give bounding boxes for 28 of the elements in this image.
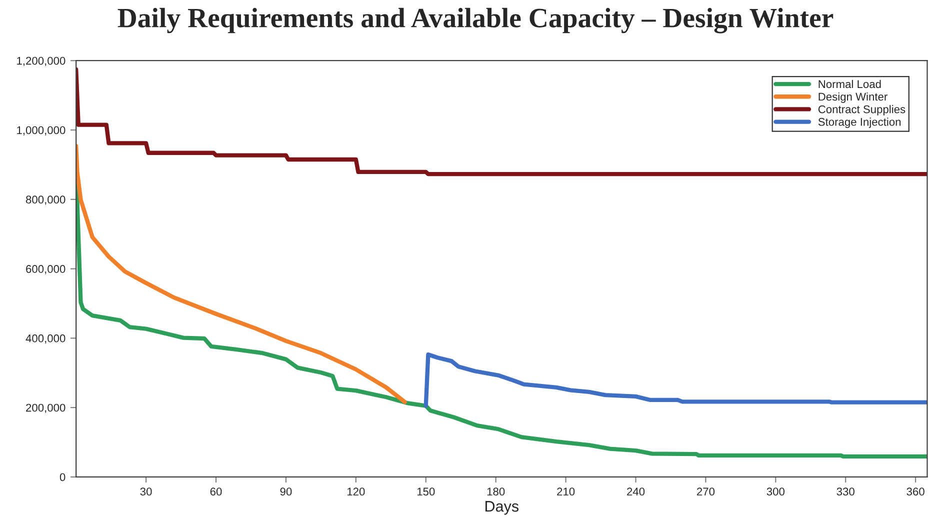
y-tick-label: 800,000 (26, 196, 66, 205)
x-tick-label: 180 (487, 488, 505, 496)
line-series (76, 144, 407, 404)
y-tick-label: 0 (60, 473, 66, 482)
x-tick-label: 90 (280, 488, 292, 496)
y-tick-label: 1,200,000 (17, 56, 66, 66)
x-tick-label: 360 (906, 488, 924, 496)
x-tick-label: 240 (627, 488, 645, 496)
x-tick-label: 60 (210, 488, 222, 496)
x-tick-label: 210 (557, 488, 575, 496)
y-tick-label: 600,000 (26, 265, 66, 274)
x-tick-label: 120 (347, 488, 365, 496)
x-tick-label: 30 (140, 488, 152, 496)
legend-label: Normal Load (818, 80, 881, 88)
chart-title: Daily Requirements and Available Capacity – Design Winter (118, 8, 834, 34)
x-tick-label: 330 (836, 488, 854, 496)
x-tick-label: 150 (417, 488, 435, 496)
y-tick-label: 400,000 (26, 334, 66, 344)
x-tick-label: 270 (696, 488, 715, 496)
legend-label: Storage Injection (818, 118, 901, 128)
line-series (76, 67, 928, 176)
legend-label: Design Winter (818, 92, 888, 103)
x-axis-title: Days (486, 501, 519, 515)
legend-label: Contract Supplies (818, 105, 906, 116)
y-tick-label: 1,000,000 (17, 126, 66, 136)
x-tick-label: 300 (766, 488, 784, 496)
y-tick-label: 200,000 (26, 404, 66, 413)
line-series (424, 352, 928, 408)
